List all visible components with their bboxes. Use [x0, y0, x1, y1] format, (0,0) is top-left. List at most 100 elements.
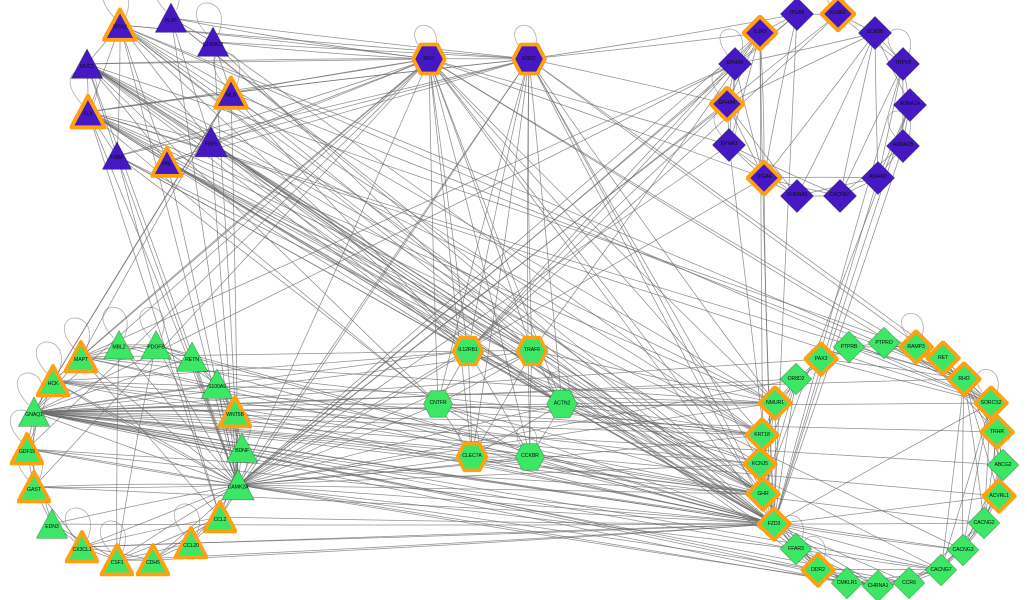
- graph-node-prl[interactable]: PRL: [150, 145, 184, 178]
- graph-node-abcg2[interactable]: ABCG2: [986, 448, 1021, 483]
- graph-node-krt18[interactable]: KRT18: [744, 417, 780, 453]
- graph-node-ptpro[interactable]: PTPRO: [867, 326, 902, 361]
- graph-node-hck[interactable]: HCK: [35, 364, 71, 398]
- graph-node-adra1b[interactable]: ADRA1B: [885, 128, 921, 164]
- graph-edge: [467, 103, 728, 352]
- graph-node-trpv3[interactable]: TRPV3: [885, 46, 921, 82]
- graph-node-gast[interactable]: GAST: [16, 470, 52, 504]
- triangle-node-glyph: [135, 543, 171, 577]
- graph-node-plat[interactable]: PLAT: [154, 1, 188, 35]
- graph-edge: [962, 378, 965, 551]
- graph-node-fzd3[interactable]: FZD3: [756, 506, 792, 542]
- graph-edge: [212, 41, 530, 60]
- graph-edge: [728, 144, 841, 197]
- graph-edge: [33, 411, 761, 465]
- graph-edge: [773, 522, 985, 525]
- graph-node-itga8[interactable]: ITGA8: [779, 0, 815, 32]
- graph-node-cx3cl1[interactable]: CX3CL1: [64, 530, 100, 564]
- graph-node-ccl20[interactable]: CCL20: [173, 526, 209, 560]
- graph-node-gnaq1[interactable]: GNAQ1: [17, 395, 51, 429]
- diamond-node-glyph: [780, 0, 814, 31]
- graph-edge: [86, 63, 764, 495]
- graph-edge: [119, 24, 469, 352]
- graph-node-wnt5b[interactable]: WNT5B: [217, 395, 253, 429]
- graph-edge: [531, 350, 764, 495]
- graph-edge: [773, 495, 1000, 525]
- graph-node-cckbr[interactable]: CCKBR: [514, 441, 546, 473]
- graph-node-cdh5[interactable]: CDH5: [135, 543, 171, 577]
- graph-node-epha5[interactable]: EPHA5: [717, 46, 753, 82]
- graph-edge: [237, 403, 439, 486]
- graph-node-csf1[interactable]: CSF1: [99, 543, 135, 577]
- graph-node-chrna1[interactable]: CHRNA1: [861, 569, 896, 600]
- graph-edge: [33, 411, 763, 436]
- graph-edge: [33, 356, 193, 413]
- graph-node-gdf15[interactable]: GDF15: [9, 432, 45, 466]
- graph-node-camk2a[interactable]: CAMK2A: [220, 467, 255, 502]
- graph-node-pdgfb[interactable]: PDGFB: [139, 328, 172, 361]
- graph-node-traf6[interactable]: TRAF6: [516, 335, 548, 367]
- triangle-node-glyph: [99, 543, 135, 577]
- graph-node-fgf6[interactable]: FGF6: [193, 124, 228, 159]
- graph-node-ghr[interactable]: GHR: [745, 476, 781, 512]
- graph-node-adra1a[interactable]: ADRA1A: [892, 87, 928, 123]
- graph-node-irs1[interactable]: IRS1: [411, 42, 447, 77]
- graph-edge: [428, 58, 439, 405]
- diamond-node-glyph: [779, 532, 813, 566]
- graph-node-klrf2[interactable]: KLRF2: [820, 0, 856, 32]
- diamond-node-glyph: [718, 47, 752, 81]
- graph-node-bdnf[interactable]: BDNF: [225, 431, 259, 465]
- graph-node-muc1[interactable]: MUC1: [70, 47, 104, 81]
- triangle-node-glyph: [221, 468, 255, 501]
- graph-node-epha4[interactable]: EPHA4: [709, 86, 745, 122]
- graph-node-ptprb[interactable]: PTPRB: [832, 330, 867, 365]
- graph-node-actn2[interactable]: ACTN2: [545, 387, 578, 420]
- graph-edge: [81, 516, 221, 548]
- graph-node-itga4[interactable]: ITGA4: [746, 160, 782, 196]
- graph-edge: [86, 63, 944, 359]
- graph-edge: [33, 411, 998, 433]
- graph-edge: [33, 411, 985, 524]
- graph-node-mtr2[interactable]: MTR2: [102, 7, 138, 42]
- graph-edge: [170, 17, 764, 495]
- graph-node-cacng1[interactable]: CACNG1: [822, 178, 858, 214]
- graph-node-flx[interactable]: FLX: [69, 93, 107, 131]
- diamond-node-glyph: [867, 326, 901, 360]
- graph-edge: [237, 58, 530, 486]
- graph-node-or8d2[interactable]: OR8D2: [779, 362, 814, 397]
- graph-edge: [901, 313, 924, 342]
- graph-edge: [428, 58, 531, 458]
- graph-node-chrna6[interactable]: CHRNA6: [779, 178, 815, 214]
- graph-node-trhr[interactable]: TRHR: [979, 414, 1015, 450]
- graph-node-mbl2[interactable]: MBL2: [102, 328, 135, 361]
- diamond-node-glyph: [898, 329, 934, 365]
- diamond-node-glyph: [757, 385, 793, 421]
- graph-node-il12rb1[interactable]: IL12RB1: [452, 335, 484, 367]
- graph-edge: [119, 24, 775, 525]
- graph-edge: [99, 520, 126, 554]
- graph-edge: [33, 358, 822, 413]
- graph-node-epha3[interactable]: EPHA3: [711, 127, 747, 163]
- graph-node-esr2[interactable]: ESR2: [511, 42, 547, 77]
- triangle-node-glyph: [225, 432, 259, 463]
- graph-edge: [734, 32, 876, 65]
- triangle-node-glyph: [175, 341, 209, 372]
- graph-node-s100a12[interactable]: S100A12: [196, 25, 230, 59]
- graph-edge: [86, 58, 530, 65]
- graph-node-fnbp[interactable]: FNBP: [101, 140, 133, 172]
- graph-edge: [210, 141, 239, 486]
- triangle-node-glyph: [63, 340, 99, 374]
- graph-node-cntfr[interactable]: CNTFR: [422, 388, 454, 420]
- graph-edge: [237, 484, 819, 571]
- graph-edge: [116, 523, 775, 561]
- graph-node-ccr6[interactable]: CCR6: [892, 566, 927, 600]
- graph-node-amhr2[interactable]: AMHR2: [860, 160, 896, 196]
- graph-node-edn3[interactable]: EDN3: [35, 507, 69, 541]
- graph-node-mln[interactable]: MLN: [213, 75, 249, 110]
- graph-node-cacng7[interactable]: CACNG7: [924, 553, 959, 588]
- hexagon-node-glyph: [511, 42, 547, 76]
- diamond-node-glyph: [946, 361, 982, 397]
- graph-node-clec7a[interactable]: CLEC7A: [456, 441, 488, 473]
- graph-edge: [237, 378, 797, 486]
